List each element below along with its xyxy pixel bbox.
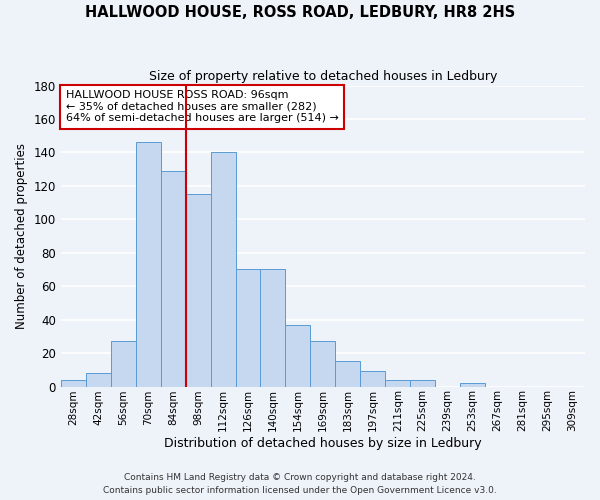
Bar [460,383,485,386]
X-axis label: Distribution of detached houses by size in Ledbury: Distribution of detached houses by size … [164,437,482,450]
Bar [361,372,385,386]
Bar [211,152,236,386]
Bar [161,171,185,386]
Bar [111,342,136,386]
Bar [86,373,111,386]
Title: Size of property relative to detached houses in Ledbury: Size of property relative to detached ho… [149,70,497,83]
Text: HALLWOOD HOUSE, ROSS ROAD, LEDBURY, HR8 2HS: HALLWOOD HOUSE, ROSS ROAD, LEDBURY, HR8 … [85,5,515,20]
Bar [136,142,161,386]
Bar [385,380,410,386]
Bar [185,194,211,386]
Bar [410,380,435,386]
Text: Contains HM Land Registry data © Crown copyright and database right 2024.
Contai: Contains HM Land Registry data © Crown c… [103,474,497,495]
Bar [335,362,361,386]
Y-axis label: Number of detached properties: Number of detached properties [15,143,28,329]
Bar [310,342,335,386]
Text: HALLWOOD HOUSE ROSS ROAD: 96sqm
← 35% of detached houses are smaller (282)
64% o: HALLWOOD HOUSE ROSS ROAD: 96sqm ← 35% of… [66,90,339,124]
Bar [260,270,286,386]
Bar [61,380,86,386]
Bar [236,270,260,386]
Bar [286,324,310,386]
